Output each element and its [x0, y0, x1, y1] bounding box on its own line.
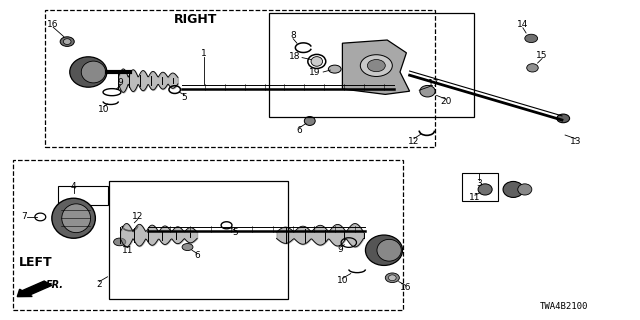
Text: 15: 15 [536, 51, 548, 60]
Text: 12: 12 [408, 137, 420, 146]
Ellipse shape [311, 57, 323, 66]
Text: 11: 11 [469, 193, 481, 202]
Ellipse shape [63, 39, 71, 44]
Text: 10: 10 [337, 276, 348, 285]
Ellipse shape [518, 184, 532, 195]
Ellipse shape [385, 273, 399, 283]
Ellipse shape [365, 235, 403, 266]
Text: 6: 6 [297, 126, 302, 135]
Ellipse shape [557, 114, 570, 123]
Ellipse shape [388, 275, 396, 281]
Text: 7: 7 [21, 212, 26, 221]
Text: 12: 12 [132, 212, 143, 221]
Ellipse shape [114, 238, 125, 246]
Ellipse shape [377, 239, 401, 261]
Text: 1: 1 [201, 49, 206, 58]
Ellipse shape [478, 184, 492, 195]
Ellipse shape [304, 116, 315, 125]
Text: LEFT: LEFT [19, 256, 52, 269]
Ellipse shape [60, 37, 74, 46]
Text: 14: 14 [517, 20, 529, 29]
Text: 5: 5 [182, 93, 187, 102]
Ellipse shape [182, 244, 193, 251]
Text: 3: 3 [476, 179, 481, 188]
Ellipse shape [420, 85, 435, 97]
Text: 10: 10 [98, 105, 109, 114]
FancyArrow shape [17, 281, 52, 297]
Text: 20: 20 [440, 97, 452, 106]
Text: TWA4B2100: TWA4B2100 [540, 302, 589, 311]
Ellipse shape [367, 60, 385, 72]
Text: 18: 18 [289, 52, 300, 61]
Text: 11: 11 [122, 246, 134, 255]
Ellipse shape [525, 34, 538, 43]
Text: 4: 4 [71, 182, 76, 191]
Text: 6: 6 [195, 252, 200, 260]
Ellipse shape [328, 65, 341, 73]
Polygon shape [342, 40, 410, 94]
Text: RIGHT: RIGHT [173, 13, 217, 26]
Ellipse shape [527, 64, 538, 72]
Text: 9: 9 [118, 78, 123, 87]
Text: 8: 8 [291, 31, 296, 40]
Text: 5: 5 [233, 228, 238, 237]
Text: 17: 17 [428, 79, 440, 88]
Ellipse shape [360, 55, 392, 76]
Text: 19: 19 [309, 68, 321, 76]
Text: 16: 16 [400, 284, 412, 292]
Text: 2: 2 [97, 280, 102, 289]
Text: 16: 16 [47, 20, 59, 28]
Ellipse shape [62, 204, 91, 233]
Text: FR.: FR. [46, 280, 64, 291]
Text: 9: 9 [338, 245, 343, 254]
Text: 13: 13 [570, 137, 582, 146]
Ellipse shape [503, 181, 524, 197]
Ellipse shape [70, 57, 107, 87]
Ellipse shape [81, 61, 106, 83]
Ellipse shape [52, 198, 95, 238]
